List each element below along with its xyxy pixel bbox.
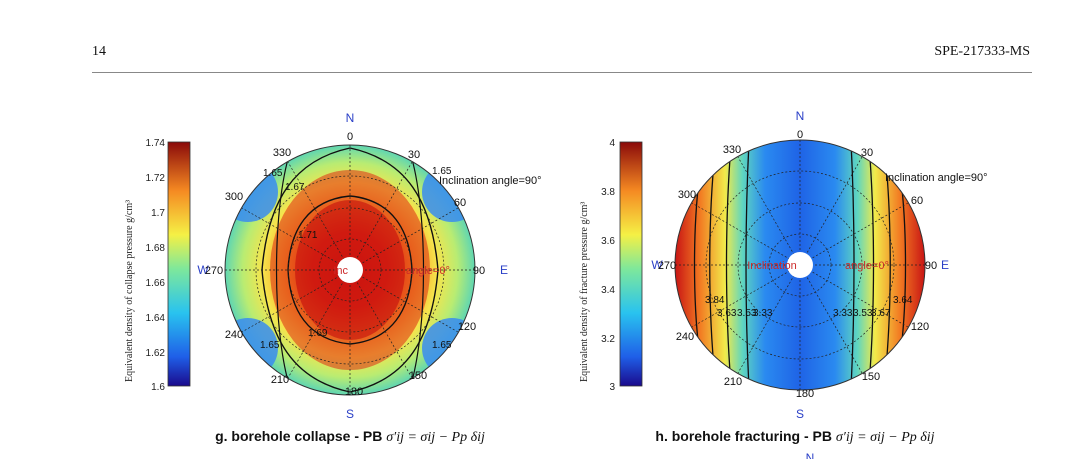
colorbar-h-tick: 4 [609, 138, 615, 149]
contour-label: 1.65 [263, 168, 283, 179]
colorbar-h-tick: 3.8 [601, 187, 615, 198]
azimuth-label: 120 [458, 321, 476, 333]
azimuth-label: 150 [862, 371, 880, 383]
panel-h-caption: h. borehole fracturing - PB σ′ij = σij −… [655, 428, 934, 445]
panel-g-collapse: 1.74 1.72 1.7 1.68 1.66 1.64 1.62 1.6 Eq… [110, 100, 590, 459]
colorbar-h-tick: 3.4 [601, 285, 615, 296]
colorbar-h [619, 141, 643, 387]
compass-north: N [346, 111, 355, 125]
inclination-label: Inclination angle=90° [885, 172, 988, 184]
center-label-left: Inc [333, 265, 348, 277]
panel-h-fracturing: 4 3.8 3.6 3.4 3.2 3 Equivalent density o… [565, 100, 1045, 459]
azimuth-label: 0 [797, 129, 803, 141]
azimuth-label: 180 [345, 386, 363, 398]
compass-west: W [651, 258, 663, 272]
caption-h-formula: σ′ij = σij − Pp δij [836, 430, 935, 445]
center-label-left: Inclination [747, 260, 797, 272]
azimuth-label: 120 [911, 321, 929, 333]
azimuth-label: 270 [658, 260, 676, 272]
colorbar-h-tick: 3.2 [601, 334, 615, 345]
caption-g-formula: σ′ij = σij − Pp δij [386, 430, 485, 445]
colorbar-g-tick: 1.68 [146, 243, 166, 254]
compass-south: S [346, 407, 354, 421]
panel-g-caption: g. borehole collapse - PB σ′ij = σij − P… [215, 428, 485, 445]
compass-east: E [500, 263, 508, 277]
azimuth-label: 240 [676, 331, 694, 343]
azimuth-label: 300 [225, 191, 243, 203]
contour-label: 3.53 [737, 308, 757, 319]
document-id: SPE-217333-MS [934, 44, 1030, 59]
azimuth-label: 30 [861, 147, 873, 159]
colorbar-g-tick: 1.7 [151, 208, 165, 219]
azimuth-label: 210 [271, 374, 289, 386]
contour-label: 1.65 [260, 340, 280, 351]
azimuth-label: 30 [408, 149, 420, 161]
compass-north: N [796, 109, 805, 123]
next-figure-north: N [806, 451, 815, 459]
contour-label: 1.71 [298, 230, 318, 241]
panel-g-figure: 1.74 1.72 1.7 1.68 1.66 1.64 1.62 1.6 Eq… [124, 111, 542, 445]
center-label-right: angle=0° [406, 265, 450, 277]
contour-label: 3.67 [871, 308, 891, 319]
azimuth-label: 240 [225, 329, 243, 341]
azimuth-label: 330 [273, 147, 291, 159]
colorbar-g-tick: 1.62 [146, 348, 166, 359]
colorbar-h-label: Equivalent density of fracture pressure … [579, 202, 590, 382]
contour-label: 3.84 [705, 295, 725, 306]
compass-south: S [796, 407, 804, 421]
azimuth-label: 90 [925, 260, 937, 272]
panel-h-figure: 4 3.8 3.6 3.4 3.2 3 Equivalent density o… [579, 109, 988, 459]
colorbar-h-tick: 3 [609, 382, 615, 393]
colorbar-g-label: Equivalent density of collapse pressure … [124, 200, 135, 382]
azimuth-label: 150 [409, 370, 427, 382]
contour-label: 3.33 [833, 308, 853, 319]
azimuth-label: 180 [796, 388, 814, 400]
contour-label: 3.53 [853, 308, 873, 319]
colorbar-h-tick: 3.6 [601, 236, 615, 247]
contour-label: 3.33 [753, 308, 773, 319]
page-number: 14 [92, 44, 106, 59]
contour-label: 3.63 [717, 308, 737, 319]
compass-east: E [941, 258, 949, 272]
azimuth-label: 210 [724, 376, 742, 388]
contour-label: 1.69 [308, 328, 328, 339]
azimuth-label: 90 [473, 265, 485, 277]
azimuth-label: 330 [723, 144, 741, 156]
contour-label: 3.64 [893, 295, 913, 306]
contour-label: 1.67 [285, 182, 305, 193]
center-label-right: angle=0° [845, 260, 889, 272]
colorbar-g-tick: 1.6 [151, 382, 165, 393]
header-rule [92, 72, 1032, 73]
colorbar-g-tick: 1.72 [146, 173, 166, 184]
colorbar-g-tick: 1.64 [146, 313, 166, 324]
compass-west: W [197, 263, 209, 277]
azimuth-label: 60 [454, 197, 466, 209]
azimuth-label: 270 [205, 265, 223, 277]
azimuth-label: 60 [911, 195, 923, 207]
colorbar-g [167, 141, 191, 387]
azimuth-label: 300 [678, 189, 696, 201]
caption-g-prefix: g. borehole collapse - PB [215, 428, 386, 444]
azimuth-label: 0 [347, 131, 353, 143]
caption-h-prefix: h. borehole fracturing - PB [655, 428, 835, 444]
colorbar-g-tick: 1.66 [146, 278, 166, 289]
inclination-label: Inclination angle=90° [439, 175, 542, 187]
contour-label: 1.65 [432, 340, 452, 351]
contour-label: 1.65 [432, 166, 452, 177]
colorbar-g-tick: 1.74 [146, 138, 166, 149]
